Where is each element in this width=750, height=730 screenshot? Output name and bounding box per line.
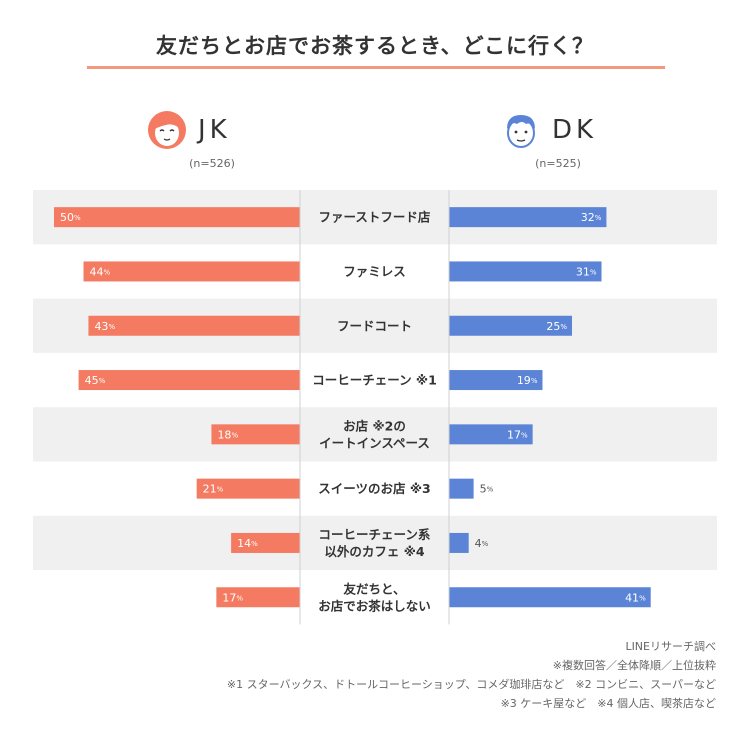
- dk-label: DK: [552, 115, 598, 145]
- jk-bar: [54, 207, 300, 228]
- jk-value-label: 50%: [60, 211, 81, 224]
- boy-avatar-icon: [507, 115, 535, 148]
- row-band: [33, 515, 717, 571]
- dk-bar: [449, 207, 607, 228]
- jk-value-label: 43%: [94, 320, 115, 333]
- jk-label: JK: [198, 115, 231, 145]
- footnote-examples-1-2: ※1 スターバックス、ドトールコーヒーショップ、コメダ珈琲店など ※2 コンビニ…: [226, 678, 716, 691]
- category-label: コーヒーチェーン ※1: [312, 373, 437, 388]
- dk-value-label: 4%: [475, 537, 489, 550]
- category-label: ファミレス: [343, 264, 406, 279]
- title-underline: [87, 66, 665, 69]
- category-label: ファーストフード店: [319, 210, 431, 225]
- dk-value-label: 5%: [480, 483, 494, 496]
- category-label: 友だちと、: [342, 581, 405, 596]
- category-label: コーヒーチェーン系: [319, 527, 431, 542]
- jk-header: JK: [146, 108, 231, 152]
- category-label: イートインスペース: [319, 435, 430, 450]
- dk-value-label: 19%: [517, 374, 538, 387]
- category-label: お店 ※2の: [343, 418, 406, 433]
- category-label: スイーツのお店 ※3: [318, 481, 430, 496]
- footnotes: LINEリサーチ調べ ※複数回答／全体降順／上位抜粋 ※1 スターバックス、ドト…: [227, 637, 716, 713]
- dk-value-label: 31%: [576, 265, 597, 278]
- jk-sample-size: (n=526): [189, 157, 235, 170]
- dk-bar: [449, 261, 602, 282]
- dk-value-label: 41%: [625, 591, 646, 604]
- row-band: [33, 407, 717, 462]
- footnote-method: ※複数回答／全体降順／上位抜粋: [552, 659, 716, 672]
- footnote-source: LINEリサーチ調べ: [625, 640, 716, 653]
- jk-bar: [216, 587, 300, 608]
- dk-value-label: 32%: [581, 211, 602, 224]
- jk-bar: [231, 532, 300, 553]
- jk-value-label: 21%: [203, 483, 224, 496]
- dk-header: DK: [500, 108, 597, 152]
- jk-value-label: 14%: [237, 537, 258, 550]
- category-label: 以外のカフェ ※4: [324, 544, 425, 559]
- jk-value-label: 18%: [217, 428, 238, 441]
- jk-bar: [78, 370, 300, 391]
- dk-bar: [449, 532, 469, 553]
- dk-bar: [449, 478, 474, 499]
- jk-value-label: 45%: [85, 374, 106, 387]
- chart-title: 友だちとお店でお茶するとき、どこに行く？: [156, 34, 594, 58]
- jk-value-label: 17%: [222, 591, 243, 604]
- dk-bar: [449, 424, 533, 445]
- footnote-examples-3-4: ※3 ケーキ屋など ※4 個人店、喫茶店など: [500, 697, 716, 710]
- dk-value-label: 25%: [546, 320, 567, 333]
- dk-bar: [449, 315, 572, 336]
- girl-avatar-icon: [148, 111, 186, 149]
- category-label: お店でお茶はしない: [318, 598, 431, 613]
- dk-bar: [449, 370, 543, 391]
- jk-bar: [211, 424, 300, 445]
- jk-bar: [83, 261, 301, 282]
- dk-value-label: 17%: [507, 428, 528, 441]
- category-label: フードコート: [337, 318, 412, 333]
- dk-sample-size: (n=525): [535, 157, 581, 170]
- jk-value-label: 44%: [90, 265, 111, 278]
- dk-bar: [449, 587, 651, 608]
- jk-bar: [196, 478, 300, 499]
- jk-bar: [88, 315, 300, 336]
